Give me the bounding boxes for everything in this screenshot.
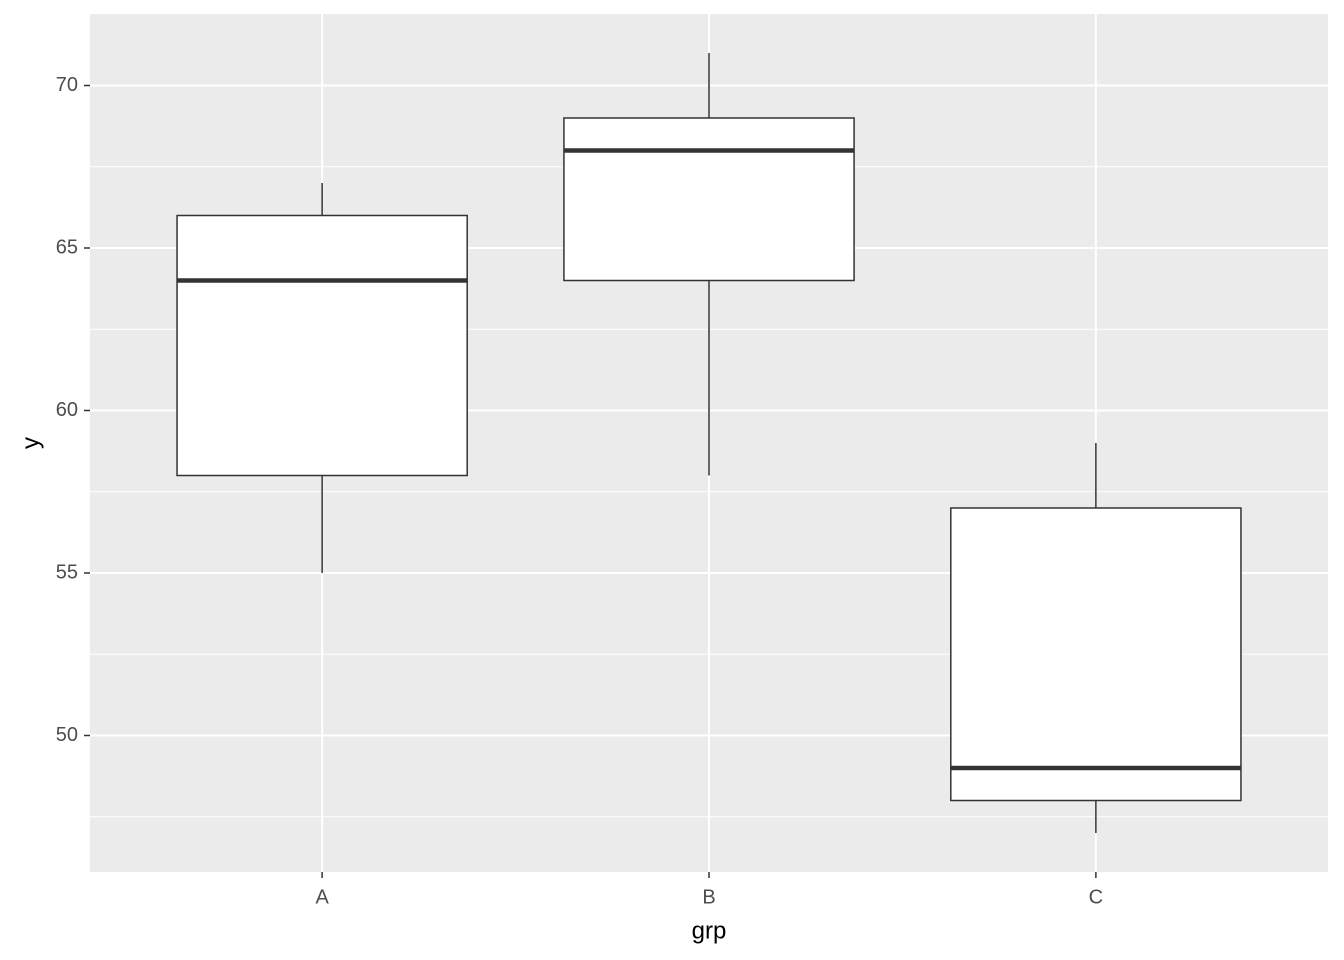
box	[176, 214, 468, 477]
box	[563, 117, 855, 282]
y-tick-label: 70	[56, 74, 78, 96]
y-tick-label: 60	[56, 399, 78, 421]
y-tick-label: 55	[56, 561, 78, 583]
x-tick-label: B	[702, 886, 715, 908]
x-tick-label: A	[315, 886, 329, 908]
box	[950, 507, 1242, 802]
x-axis-title: grp	[692, 917, 727, 944]
y-tick-label: 50	[56, 724, 78, 746]
y-tick-label: 65	[56, 236, 78, 258]
x-tick-label: C	[1089, 886, 1103, 908]
y-axis-title: y	[17, 437, 44, 449]
